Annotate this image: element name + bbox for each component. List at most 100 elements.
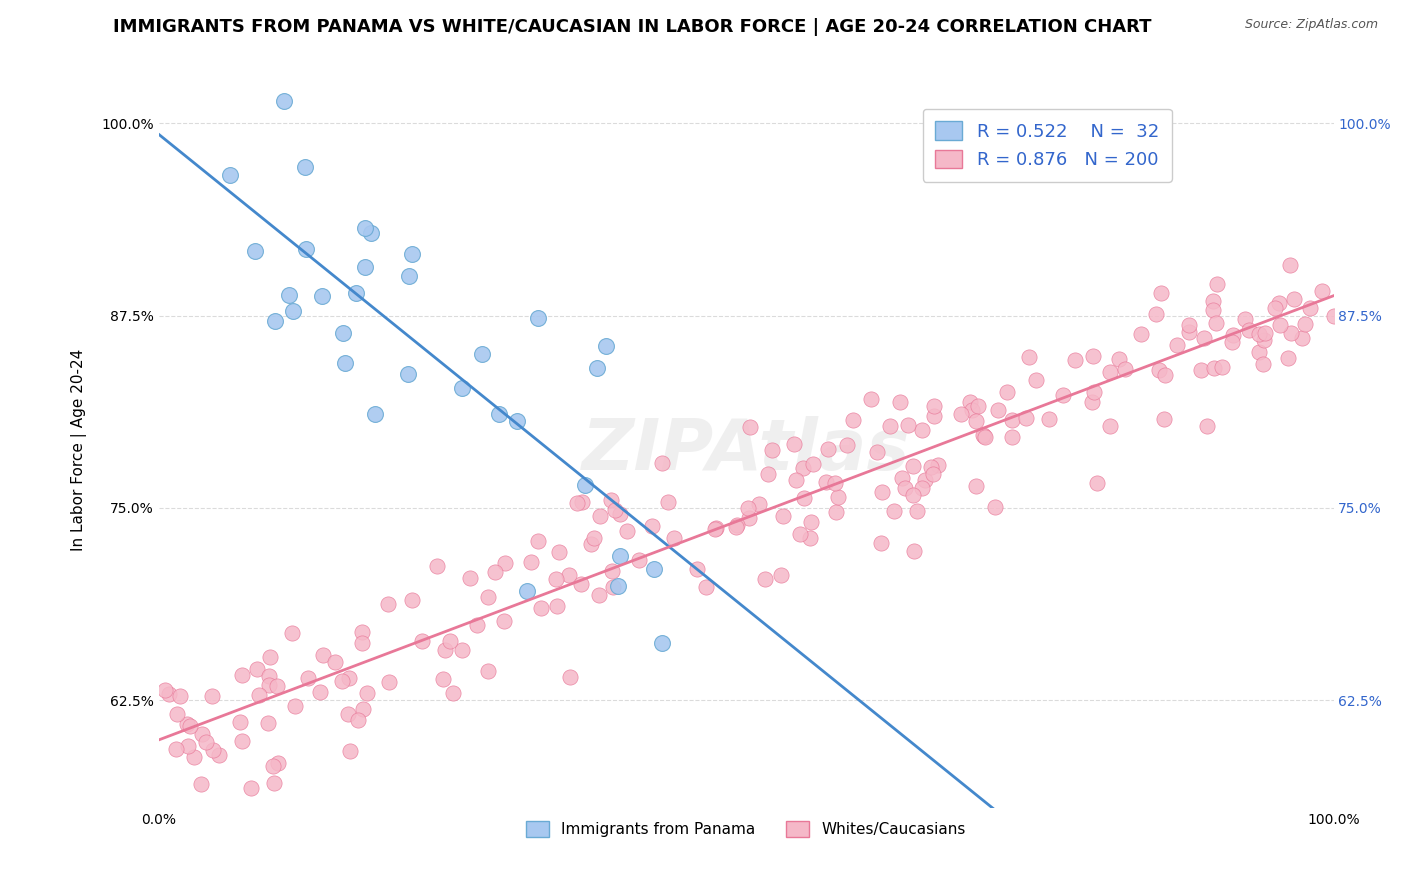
Point xyxy=(1178,318,1201,333)
Point xyxy=(1083,384,1105,399)
Point xyxy=(1154,368,1177,382)
Point xyxy=(201,743,224,757)
Point xyxy=(360,226,382,240)
Y-axis label: In Labor Force | Age 20-24: In Labor Force | Age 20-24 xyxy=(72,349,87,551)
Point xyxy=(785,473,807,487)
Point xyxy=(492,614,515,628)
Point xyxy=(911,423,934,437)
Point xyxy=(332,673,354,688)
Point xyxy=(219,168,242,182)
Point xyxy=(1144,307,1167,321)
Point xyxy=(344,285,367,300)
Point xyxy=(725,517,748,532)
Point xyxy=(703,522,725,536)
Point xyxy=(281,304,304,318)
Point xyxy=(586,361,609,376)
Point xyxy=(247,688,270,702)
Point xyxy=(411,633,433,648)
Point xyxy=(761,442,783,457)
Point xyxy=(356,686,378,700)
Point xyxy=(1205,316,1227,330)
Point xyxy=(974,430,997,444)
Point xyxy=(284,698,307,713)
Point xyxy=(972,428,994,442)
Point xyxy=(1204,361,1226,376)
Point xyxy=(799,531,821,545)
Point xyxy=(1099,418,1122,433)
Point xyxy=(1254,326,1277,340)
Point xyxy=(922,409,945,423)
Point xyxy=(973,428,995,442)
Point xyxy=(870,535,893,549)
Point xyxy=(231,668,253,682)
Point xyxy=(426,559,449,574)
Point xyxy=(333,356,356,370)
Point xyxy=(1085,475,1108,490)
Point xyxy=(484,565,506,579)
Point xyxy=(657,495,679,509)
Point xyxy=(1247,327,1270,342)
Point xyxy=(401,247,423,261)
Point xyxy=(792,461,814,475)
Point xyxy=(815,475,838,489)
Point xyxy=(434,643,457,657)
Point xyxy=(600,492,623,507)
Point xyxy=(246,662,269,676)
Point xyxy=(651,456,673,470)
Point xyxy=(1114,361,1136,376)
Point xyxy=(640,519,662,533)
Point xyxy=(353,260,375,275)
Point xyxy=(354,220,377,235)
Point xyxy=(401,592,423,607)
Point xyxy=(312,648,335,662)
Point xyxy=(451,381,474,395)
Point xyxy=(398,269,420,284)
Point xyxy=(1201,302,1223,317)
Point xyxy=(506,414,529,428)
Point xyxy=(737,501,759,516)
Point xyxy=(870,485,893,500)
Point xyxy=(239,780,262,795)
Point xyxy=(190,777,212,791)
Point xyxy=(879,419,901,434)
Point xyxy=(600,564,623,578)
Point xyxy=(477,590,499,604)
Point xyxy=(997,385,1019,400)
Point xyxy=(1294,317,1316,331)
Point xyxy=(245,244,267,259)
Point xyxy=(1264,301,1286,315)
Point xyxy=(339,744,361,758)
Point xyxy=(396,368,419,382)
Point xyxy=(1081,394,1104,409)
Point xyxy=(1205,277,1227,292)
Point xyxy=(323,655,346,669)
Point xyxy=(1166,338,1188,352)
Point xyxy=(1189,363,1212,377)
Point xyxy=(263,776,285,790)
Point xyxy=(231,734,253,748)
Point xyxy=(257,716,280,731)
Point xyxy=(704,521,727,535)
Point xyxy=(441,686,464,700)
Point xyxy=(801,458,824,472)
Point xyxy=(332,326,354,340)
Point xyxy=(866,444,889,458)
Point xyxy=(153,683,176,698)
Point xyxy=(903,488,925,502)
Point xyxy=(1299,301,1322,315)
Point xyxy=(772,508,794,523)
Point xyxy=(966,399,988,413)
Point xyxy=(1234,312,1257,326)
Point xyxy=(800,516,823,530)
Point xyxy=(628,553,651,567)
Point xyxy=(664,532,686,546)
Point xyxy=(295,242,318,256)
Point xyxy=(1239,322,1261,336)
Point xyxy=(558,568,581,582)
Point xyxy=(450,642,472,657)
Point xyxy=(352,624,374,639)
Point xyxy=(883,504,905,518)
Point xyxy=(835,437,858,451)
Point xyxy=(544,572,567,586)
Point xyxy=(695,580,717,594)
